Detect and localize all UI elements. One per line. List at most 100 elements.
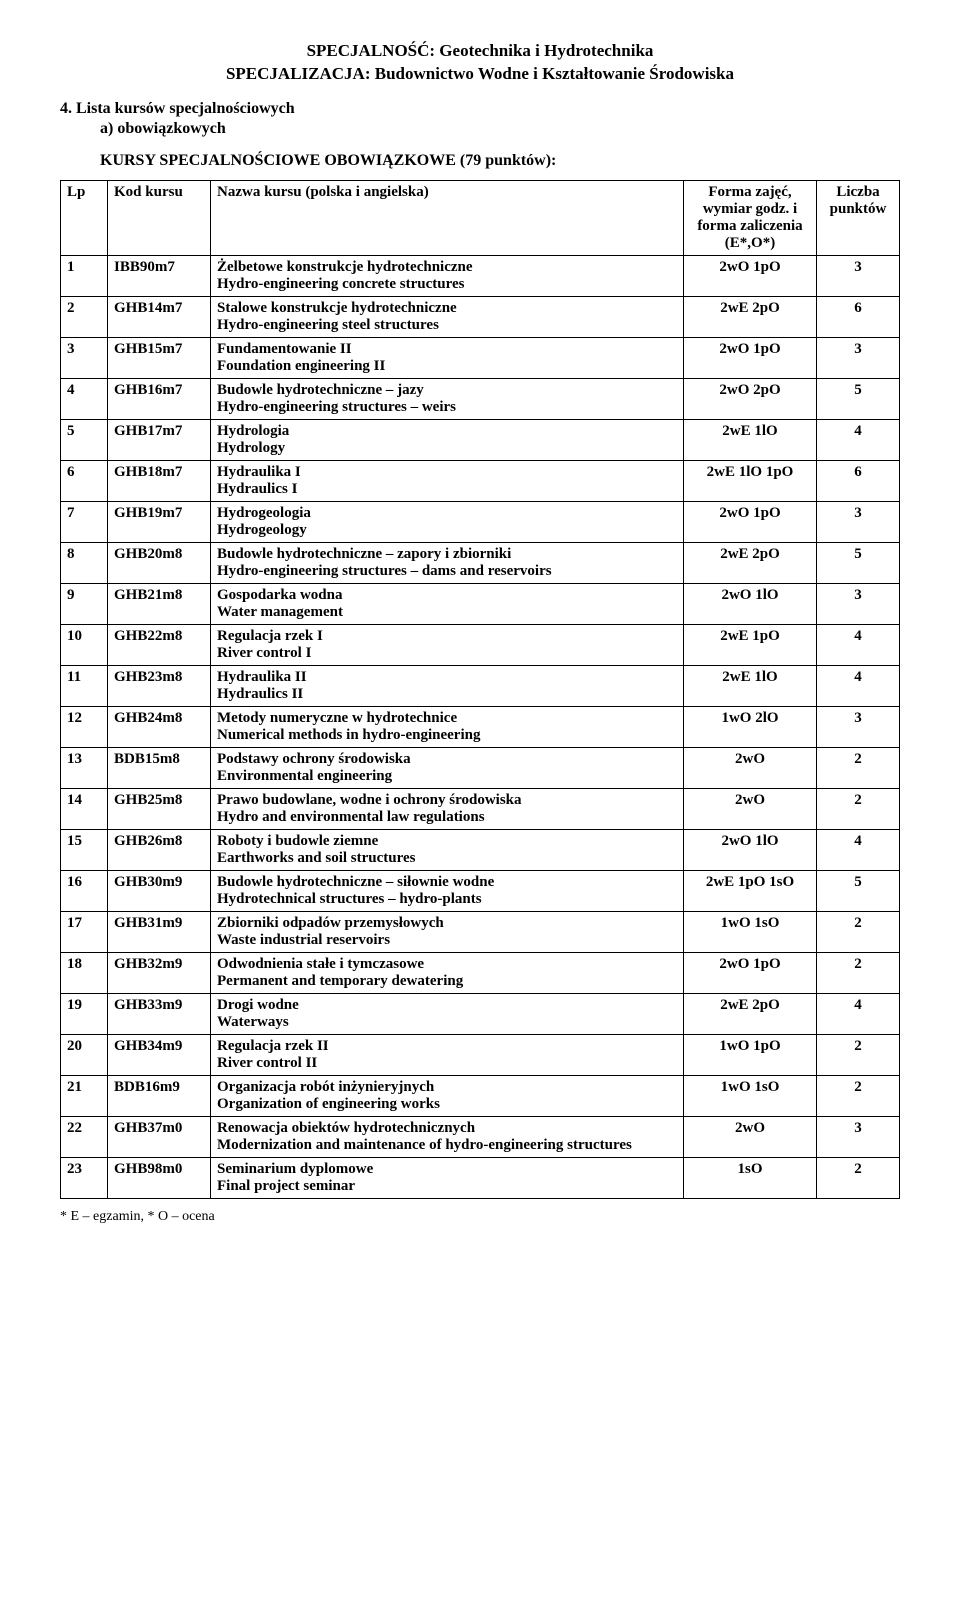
cell-lp: 5 bbox=[61, 419, 108, 460]
course-name-pl: Hydraulika II bbox=[217, 669, 677, 686]
cell-points: 3 bbox=[817, 255, 900, 296]
cell-lp: 6 bbox=[61, 460, 108, 501]
cell-name: Organizacja robót inżynieryjnychOrganiza… bbox=[211, 1075, 684, 1116]
cell-lp: 7 bbox=[61, 501, 108, 542]
cell-forma: 2wE 1lO 1pO bbox=[684, 460, 817, 501]
col-name: Nazwa kursu (polska i angielska) bbox=[211, 180, 684, 255]
cell-points: 3 bbox=[817, 1116, 900, 1157]
cell-points: 2 bbox=[817, 1034, 900, 1075]
course-name-en: Hydro-engineering concrete structures bbox=[217, 276, 677, 293]
course-name-en: Waterways bbox=[217, 1014, 677, 1031]
cell-kod: GHB25m8 bbox=[108, 788, 211, 829]
cell-points: 5 bbox=[817, 870, 900, 911]
cell-points: 3 bbox=[817, 583, 900, 624]
course-name-pl: Prawo budowlane, wodne i ochrony środowi… bbox=[217, 792, 677, 809]
section-number: 4. Lista kursów specjalnościowych bbox=[60, 100, 900, 118]
course-name-pl: Budowle hydrotechniczne – jazy bbox=[217, 382, 677, 399]
cell-points: 2 bbox=[817, 952, 900, 993]
cell-lp: 9 bbox=[61, 583, 108, 624]
table-row: 21BDB16m9Organizacja robót inżynieryjnyc… bbox=[61, 1075, 900, 1116]
cell-points: 3 bbox=[817, 337, 900, 378]
cell-name: Żelbetowe konstrukcje hydrotechniczneHyd… bbox=[211, 255, 684, 296]
cell-forma: 2wE 2pO bbox=[684, 542, 817, 583]
cell-points: 6 bbox=[817, 296, 900, 337]
course-name-pl: Budowle hydrotechniczne – zapory i zbior… bbox=[217, 546, 677, 563]
cell-forma: 2wO 1pO bbox=[684, 255, 817, 296]
cell-name: Regulacja rzek IIRiver control II bbox=[211, 1034, 684, 1075]
table-row: 18GHB32m9Odwodnienia stałe i tymczasoweP… bbox=[61, 952, 900, 993]
cell-name: Hydraulika IHydraulics I bbox=[211, 460, 684, 501]
course-name-en: Organization of engineering works bbox=[217, 1096, 677, 1113]
cell-forma: 2wO bbox=[684, 1116, 817, 1157]
cell-kod: GHB98m0 bbox=[108, 1157, 211, 1198]
cell-kod: GHB17m7 bbox=[108, 419, 211, 460]
cell-points: 4 bbox=[817, 624, 900, 665]
cell-forma: 1wO 2lO bbox=[684, 706, 817, 747]
course-name-en: Hydro and environmental law regulations bbox=[217, 809, 677, 826]
cell-lp: 22 bbox=[61, 1116, 108, 1157]
cell-name: Hydraulika IIHydraulics II bbox=[211, 665, 684, 706]
course-name-en: Hydraulics II bbox=[217, 686, 677, 703]
cell-kod: GHB30m9 bbox=[108, 870, 211, 911]
cell-points: 2 bbox=[817, 1157, 900, 1198]
course-name-pl: Fundamentowanie II bbox=[217, 341, 677, 358]
cell-name: Zbiorniki odpadów przemysłowychWaste ind… bbox=[211, 911, 684, 952]
cell-kod: GHB37m0 bbox=[108, 1116, 211, 1157]
course-name-en: Hydrotechnical structures – hydro-plants bbox=[217, 891, 677, 908]
cell-points: 4 bbox=[817, 665, 900, 706]
cell-kod: GHB34m9 bbox=[108, 1034, 211, 1075]
cell-lp: 16 bbox=[61, 870, 108, 911]
cell-name: Budowle hydrotechniczne – siłownie wodne… bbox=[211, 870, 684, 911]
cell-kod: GHB19m7 bbox=[108, 501, 211, 542]
header-line2: SPECJALIZACJA: Budownictwo Wodne i Kszta… bbox=[226, 64, 734, 83]
course-name-en: River control II bbox=[217, 1055, 677, 1072]
cell-name: Budowle hydrotechniczne – jazyHydro-engi… bbox=[211, 378, 684, 419]
cell-kod: BDB15m8 bbox=[108, 747, 211, 788]
table-row: 17GHB31m9Zbiorniki odpadów przemysłowych… bbox=[61, 911, 900, 952]
cell-forma: 1wO 1pO bbox=[684, 1034, 817, 1075]
cell-name: Metody numeryczne w hydrotechniceNumeric… bbox=[211, 706, 684, 747]
cell-name: Prawo budowlane, wodne i ochrony środowi… bbox=[211, 788, 684, 829]
course-name-pl: Budowle hydrotechniczne – siłownie wodne bbox=[217, 874, 677, 891]
cell-name: Renowacja obiektów hydrotechnicznychMode… bbox=[211, 1116, 684, 1157]
cell-name: Gospodarka wodnaWater management bbox=[211, 583, 684, 624]
cell-kod: IBB90m7 bbox=[108, 255, 211, 296]
cell-forma: 2wE 1lO bbox=[684, 665, 817, 706]
cell-kod: GHB26m8 bbox=[108, 829, 211, 870]
table-row: 8GHB20m8Budowle hydrotechniczne – zapory… bbox=[61, 542, 900, 583]
cell-kod: GHB15m7 bbox=[108, 337, 211, 378]
cell-kod: GHB20m8 bbox=[108, 542, 211, 583]
cell-lp: 13 bbox=[61, 747, 108, 788]
course-name-en: Hydro-engineering structures – weirs bbox=[217, 399, 677, 416]
course-name-pl: Hydrologia bbox=[217, 423, 677, 440]
cell-name: Seminarium dyplomoweFinal project semina… bbox=[211, 1157, 684, 1198]
cell-points: 4 bbox=[817, 419, 900, 460]
subsection-a: a) obowiązkowych bbox=[100, 120, 900, 138]
course-name-pl: Zbiorniki odpadów przemysłowych bbox=[217, 915, 677, 932]
cell-kod: GHB32m9 bbox=[108, 952, 211, 993]
course-name-pl: Hydraulika I bbox=[217, 464, 677, 481]
course-name-en: River control I bbox=[217, 645, 677, 662]
cell-kod: GHB33m9 bbox=[108, 993, 211, 1034]
courses-table: Lp Kod kursu Nazwa kursu (polska i angie… bbox=[60, 180, 900, 1199]
cell-points: 4 bbox=[817, 993, 900, 1034]
cell-lp: 19 bbox=[61, 993, 108, 1034]
course-name-pl: Regulacja rzek I bbox=[217, 628, 677, 645]
cell-lp: 11 bbox=[61, 665, 108, 706]
cell-points: 2 bbox=[817, 911, 900, 952]
course-name-en: Final project seminar bbox=[217, 1178, 677, 1195]
table-row: 10GHB22m8Regulacja rzek IRiver control I… bbox=[61, 624, 900, 665]
cell-points: 6 bbox=[817, 460, 900, 501]
table-row: 15GHB26m8Roboty i budowle ziemneEarthwor… bbox=[61, 829, 900, 870]
cell-name: HydrologiaHydrology bbox=[211, 419, 684, 460]
cell-points: 2 bbox=[817, 788, 900, 829]
course-name-pl: Regulacja rzek II bbox=[217, 1038, 677, 1055]
cell-forma: 1wO 1sO bbox=[684, 1075, 817, 1116]
course-name-pl: Roboty i budowle ziemne bbox=[217, 833, 677, 850]
cell-lp: 15 bbox=[61, 829, 108, 870]
footnote: * E – egzamin, * O – ocena bbox=[60, 1209, 900, 1225]
cell-name: HydrogeologiaHydrogeology bbox=[211, 501, 684, 542]
cell-name: Roboty i budowle ziemneEarthworks and so… bbox=[211, 829, 684, 870]
cell-points: 4 bbox=[817, 829, 900, 870]
cell-kod: GHB21m8 bbox=[108, 583, 211, 624]
